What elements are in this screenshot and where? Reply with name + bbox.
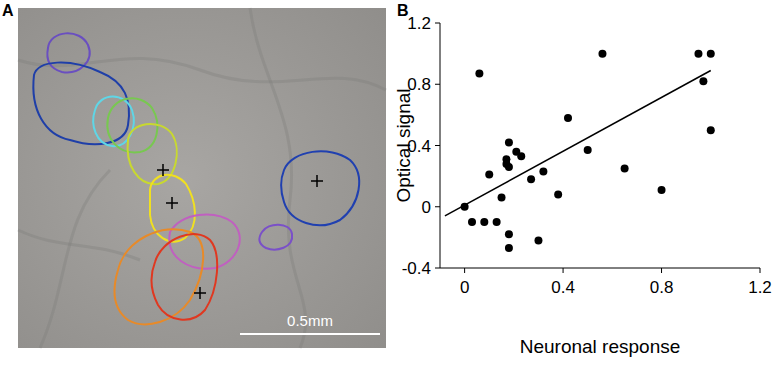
scatter-point <box>699 77 707 85</box>
scatter-point <box>598 50 606 58</box>
scatter-point <box>694 50 702 58</box>
scatter-point <box>493 218 501 226</box>
scatter-point <box>527 175 535 183</box>
regression-line <box>445 70 711 215</box>
roi-contour <box>107 98 157 152</box>
scatter-point <box>564 114 572 122</box>
y-tick <box>435 84 440 85</box>
cross-marker <box>311 175 323 187</box>
x-tick <box>563 268 564 273</box>
x-tick-label: 0.8 <box>650 278 674 297</box>
scatter-point <box>517 152 525 160</box>
cross-marker <box>166 197 178 209</box>
scatter-point <box>554 191 562 199</box>
scatter-point <box>485 171 493 179</box>
x-tick <box>661 268 662 273</box>
scatter-point <box>707 50 715 58</box>
y-tick-label: -0.4 <box>402 259 431 278</box>
x-tick-label: 0 <box>460 278 469 297</box>
x-tick <box>760 268 761 273</box>
scatter-point <box>658 186 666 194</box>
y-axis-label: Optical signal <box>393 88 414 202</box>
scatter-point <box>505 138 513 146</box>
vessel <box>18 230 140 260</box>
y-tick <box>435 23 440 24</box>
scale-bar-label: 0.5mm <box>287 312 333 329</box>
plot-area <box>445 50 715 252</box>
roi-contour <box>33 63 129 145</box>
scatter-point <box>505 163 513 171</box>
scatter-point <box>584 146 592 154</box>
roi-contour <box>114 229 203 324</box>
scatter-point <box>498 194 506 202</box>
y-tick <box>435 145 440 146</box>
figure: 0.5mmAB-0.400.40.81.200.40.81.2Neuronal … <box>0 0 780 366</box>
roi-contour <box>169 215 239 269</box>
y-tick-label: 1.2 <box>407 14 431 33</box>
cross-marker <box>157 164 169 176</box>
roi-contour <box>152 234 218 320</box>
roi-contour <box>259 225 292 250</box>
image-background <box>18 8 386 348</box>
vessel <box>250 8 306 348</box>
x-tick <box>464 268 465 273</box>
roi-contour <box>281 151 359 225</box>
cross-marker <box>194 287 206 299</box>
x-tick-label: 0.4 <box>551 278 575 297</box>
y-tick <box>435 268 440 269</box>
x-tick-label: 1.2 <box>748 278 772 297</box>
vessel <box>40 170 110 348</box>
scatter-point <box>534 236 542 244</box>
scatter-point <box>621 164 629 172</box>
scatter-point <box>505 244 513 252</box>
scatter-point <box>539 168 547 176</box>
scatter-point <box>502 155 510 163</box>
scatter-point <box>707 126 715 134</box>
scatter-point <box>480 218 488 226</box>
y-tick <box>435 206 440 207</box>
scale-bar <box>240 333 380 335</box>
scatter-point <box>505 230 513 238</box>
x-axis-label: Neuronal response <box>520 336 681 357</box>
scatter-point <box>468 218 476 226</box>
panel-label: A <box>2 2 14 19</box>
scatter-point <box>475 70 483 78</box>
y-tick-label: 0 <box>422 198 431 217</box>
x-axis <box>440 268 760 269</box>
